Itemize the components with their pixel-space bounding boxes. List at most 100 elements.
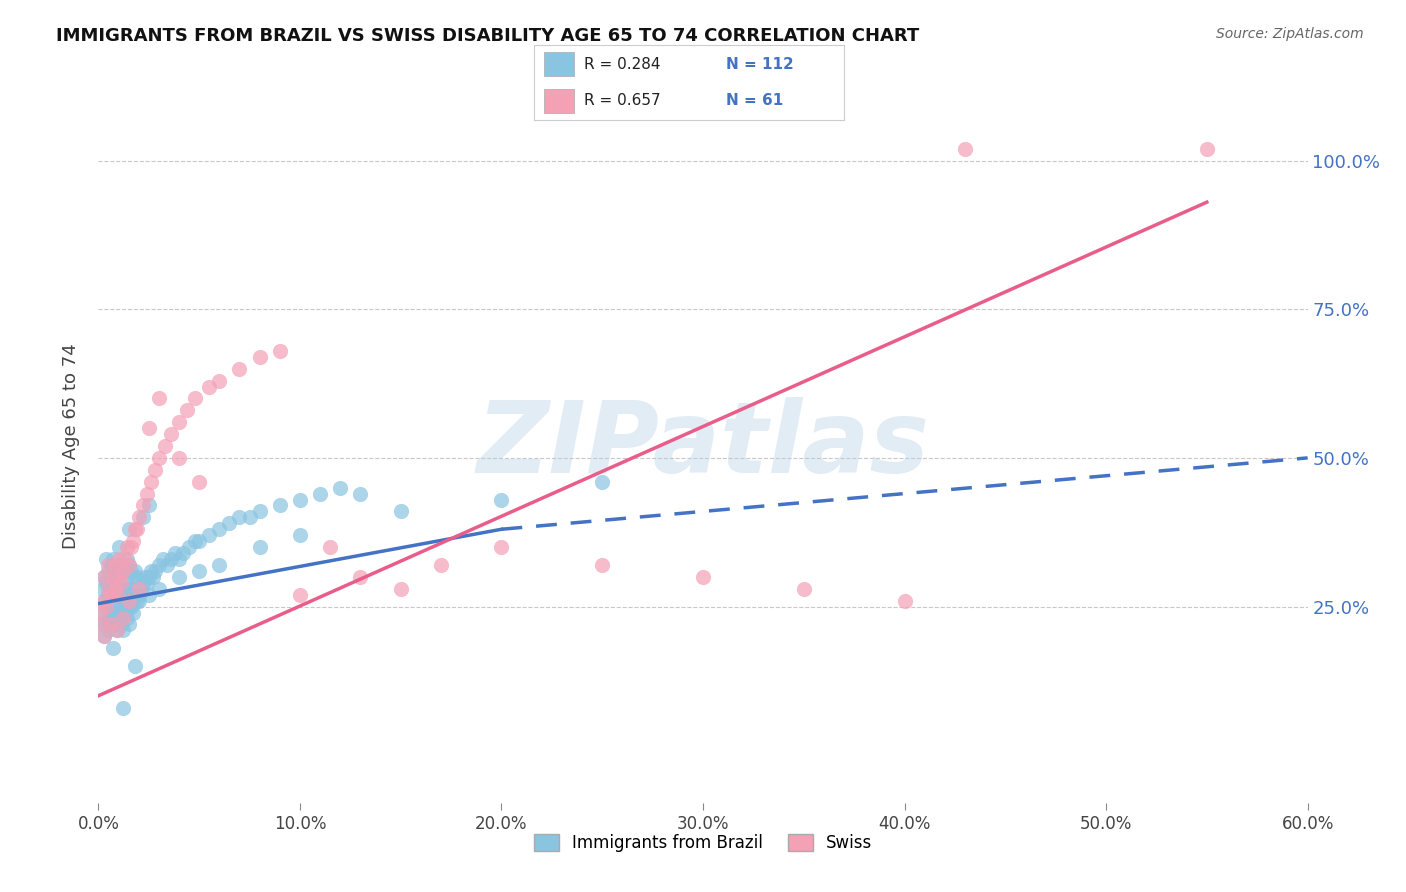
Text: R = 0.284: R = 0.284 [583, 57, 661, 72]
Point [93, 570, 115, 584]
Point [124, 522, 146, 536]
Point [793, 582, 815, 596]
Point [124, 588, 146, 602]
Point [93, 570, 115, 584]
Point [591, 558, 613, 572]
Text: R = 0.657: R = 0.657 [583, 93, 661, 108]
Point [132, 499, 155, 513]
Point [111, 588, 134, 602]
Point [100, 558, 122, 572]
Point [430, 558, 453, 572]
Point [97, 558, 120, 572]
Point [319, 540, 342, 554]
Point [121, 570, 143, 584]
Point [288, 588, 311, 602]
Point [591, 475, 613, 489]
Point [115, 575, 138, 590]
Point [148, 558, 170, 572]
Point [118, 522, 141, 536]
Text: N = 61: N = 61 [725, 93, 783, 108]
Point [134, 570, 156, 584]
Point [97, 624, 120, 638]
Point [160, 552, 183, 566]
Point [135, 575, 157, 590]
Point [118, 558, 141, 572]
Point [120, 564, 142, 578]
Point [118, 617, 141, 632]
Point [953, 142, 976, 156]
Point [491, 540, 513, 554]
Point [105, 588, 128, 602]
Point [148, 450, 170, 465]
Point [135, 486, 157, 500]
Point [228, 510, 250, 524]
Point [188, 475, 211, 489]
Point [249, 540, 271, 554]
Point [139, 475, 162, 489]
Point [152, 552, 174, 566]
Point [153, 439, 176, 453]
Point [115, 599, 138, 614]
Point [138, 570, 160, 584]
Point [176, 403, 198, 417]
Point [309, 486, 332, 500]
Point [208, 374, 231, 388]
Point [110, 558, 132, 572]
Point [118, 599, 141, 614]
Point [103, 606, 125, 620]
Point [893, 593, 915, 607]
Point [101, 570, 124, 584]
Point [349, 486, 371, 500]
Point [1195, 142, 1218, 156]
Point [172, 546, 194, 560]
Point [114, 582, 136, 596]
Point [114, 558, 136, 572]
Point [110, 617, 132, 632]
Point [188, 534, 211, 549]
Text: N = 112: N = 112 [725, 57, 794, 72]
Point [111, 611, 134, 625]
Point [96, 552, 118, 566]
Point [93, 629, 115, 643]
Legend: Immigrants from Brazil, Swiss: Immigrants from Brazil, Swiss [527, 827, 879, 859]
Point [120, 599, 142, 614]
Point [89, 606, 111, 620]
Point [184, 534, 207, 549]
Point [107, 540, 129, 554]
Point [129, 582, 152, 596]
Point [148, 392, 170, 406]
Point [107, 588, 129, 602]
Point [128, 582, 150, 596]
Text: IMMIGRANTS FROM BRAZIL VS SWISS DISABILITY AGE 65 TO 74 CORRELATION CHART: IMMIGRANTS FROM BRAZIL VS SWISS DISABILI… [56, 27, 920, 45]
Point [97, 588, 120, 602]
Point [105, 624, 128, 638]
FancyBboxPatch shape [544, 88, 575, 112]
Point [120, 588, 142, 602]
Point [128, 593, 150, 607]
Point [143, 564, 166, 578]
Point [198, 379, 221, 393]
Point [491, 492, 513, 507]
Point [105, 611, 128, 625]
Point [160, 427, 183, 442]
Point [269, 343, 291, 358]
Point [167, 450, 190, 465]
Point [692, 570, 714, 584]
Point [115, 540, 138, 554]
Point [184, 392, 207, 406]
Point [269, 499, 291, 513]
Point [107, 570, 129, 584]
Point [329, 481, 352, 495]
Point [110, 582, 132, 596]
Point [107, 564, 129, 578]
Point [115, 611, 138, 625]
Point [110, 599, 132, 614]
Point [156, 558, 179, 572]
Point [103, 588, 125, 602]
Point [124, 659, 146, 673]
Point [239, 510, 262, 524]
Point [105, 570, 128, 584]
Point [101, 599, 124, 614]
Point [114, 599, 136, 614]
Point [143, 463, 166, 477]
